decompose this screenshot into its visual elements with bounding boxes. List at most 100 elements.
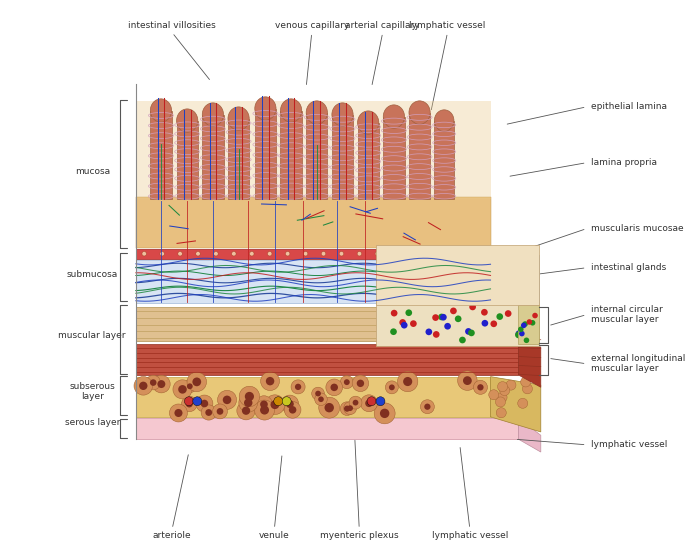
Circle shape: [187, 372, 206, 391]
Text: venule: venule: [259, 531, 290, 540]
Circle shape: [344, 405, 350, 412]
Text: lamina propria: lamina propria: [591, 158, 657, 167]
Polygon shape: [519, 305, 539, 344]
Bar: [176, 120, 198, 199]
Circle shape: [367, 396, 376, 405]
Circle shape: [515, 330, 522, 337]
Circle shape: [303, 251, 308, 256]
Circle shape: [522, 384, 533, 394]
Circle shape: [421, 400, 434, 414]
Circle shape: [458, 371, 477, 390]
FancyBboxPatch shape: [136, 197, 491, 248]
Circle shape: [424, 404, 430, 410]
Circle shape: [245, 392, 254, 401]
Circle shape: [281, 395, 299, 413]
Circle shape: [205, 409, 212, 416]
Circle shape: [426, 329, 432, 335]
Polygon shape: [519, 418, 541, 452]
Circle shape: [282, 396, 291, 405]
Circle shape: [326, 379, 342, 396]
Bar: [255, 109, 276, 199]
Circle shape: [160, 251, 164, 256]
Circle shape: [518, 326, 524, 332]
Circle shape: [447, 251, 452, 256]
Circle shape: [376, 396, 385, 405]
Circle shape: [515, 332, 522, 338]
Ellipse shape: [255, 97, 276, 120]
Circle shape: [465, 328, 472, 335]
Circle shape: [291, 380, 305, 394]
Circle shape: [347, 405, 353, 411]
Circle shape: [405, 309, 412, 316]
Circle shape: [375, 251, 379, 256]
Circle shape: [477, 384, 484, 390]
Circle shape: [497, 393, 507, 403]
Circle shape: [496, 397, 505, 407]
Circle shape: [489, 390, 499, 400]
Circle shape: [391, 310, 398, 316]
Circle shape: [318, 397, 340, 418]
Circle shape: [256, 396, 272, 413]
Circle shape: [357, 380, 364, 387]
Circle shape: [158, 380, 165, 388]
Circle shape: [178, 251, 182, 256]
Circle shape: [266, 377, 274, 385]
Text: venous capillary: venous capillary: [274, 21, 349, 30]
Circle shape: [344, 402, 356, 414]
Circle shape: [242, 407, 250, 415]
Circle shape: [353, 400, 358, 405]
Circle shape: [217, 408, 223, 415]
Circle shape: [518, 398, 528, 408]
Circle shape: [250, 251, 254, 256]
FancyBboxPatch shape: [136, 101, 491, 199]
Ellipse shape: [332, 103, 353, 126]
Circle shape: [187, 384, 192, 389]
Circle shape: [286, 251, 290, 256]
Text: arteriole: arteriole: [153, 531, 191, 540]
FancyBboxPatch shape: [136, 307, 519, 342]
Circle shape: [440, 314, 447, 320]
Bar: [384, 116, 405, 199]
Circle shape: [521, 323, 526, 328]
Circle shape: [315, 393, 327, 405]
Circle shape: [193, 396, 202, 405]
Circle shape: [498, 381, 508, 391]
Circle shape: [410, 320, 416, 327]
Circle shape: [526, 319, 532, 325]
Circle shape: [482, 320, 488, 326]
FancyBboxPatch shape: [136, 377, 491, 417]
Circle shape: [153, 375, 170, 393]
Circle shape: [274, 396, 283, 405]
Circle shape: [506, 380, 516, 390]
Circle shape: [193, 377, 201, 386]
Circle shape: [352, 375, 369, 391]
Ellipse shape: [384, 105, 405, 128]
Circle shape: [393, 251, 398, 256]
Circle shape: [450, 307, 457, 314]
Circle shape: [411, 251, 415, 256]
Circle shape: [284, 402, 301, 418]
Bar: [409, 113, 430, 199]
Circle shape: [196, 251, 200, 256]
Circle shape: [340, 251, 344, 256]
Circle shape: [398, 371, 418, 391]
Circle shape: [360, 395, 377, 412]
Circle shape: [134, 376, 153, 395]
Circle shape: [201, 400, 208, 407]
Bar: [150, 110, 172, 199]
Bar: [358, 123, 379, 199]
Circle shape: [223, 395, 231, 404]
Circle shape: [201, 405, 216, 420]
Circle shape: [330, 384, 338, 391]
Circle shape: [289, 406, 296, 414]
Polygon shape: [491, 255, 539, 304]
FancyBboxPatch shape: [136, 418, 519, 439]
Circle shape: [459, 337, 466, 343]
Circle shape: [232, 251, 236, 256]
Circle shape: [389, 385, 395, 390]
Circle shape: [390, 328, 397, 335]
Text: epithelial lamina: epithelial lamina: [591, 102, 667, 111]
Circle shape: [403, 377, 412, 386]
Circle shape: [270, 400, 279, 409]
Circle shape: [239, 393, 258, 412]
